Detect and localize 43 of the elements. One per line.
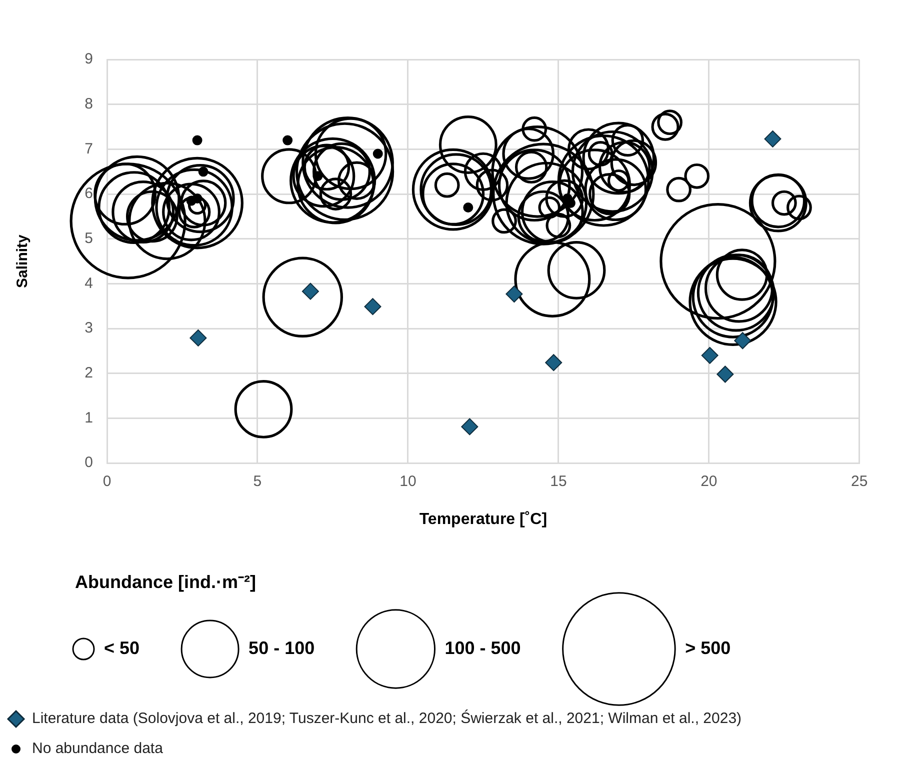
x-tick-label: 10 [400, 473, 416, 490]
point [764, 130, 782, 148]
point [734, 332, 752, 350]
x-tick-label: 5 [253, 473, 262, 490]
point [192, 194, 202, 204]
point [716, 366, 734, 383]
legend-label: > 500 [685, 638, 731, 658]
point [701, 346, 718, 364]
x-axis-title: Temperature [˚C] [419, 510, 548, 528]
y-tick-label: 7 [84, 140, 93, 158]
x-tick-label: 0 [102, 473, 112, 490]
y-tick-label: 1 [84, 409, 93, 426]
legend-label: 50 - 100 [248, 638, 315, 658]
y-tick-label: 0 [84, 454, 93, 472]
point [461, 418, 478, 436]
x-tick-label: 15 [550, 473, 567, 490]
y-tick-label: 2 [84, 364, 93, 382]
point [506, 286, 523, 303]
x-tick-label: 25 [851, 473, 868, 490]
point [364, 298, 382, 316]
x-tick-label: 20 [700, 473, 718, 490]
legend-label: 100 - 500 [444, 638, 521, 658]
legend-label: No abundance data [32, 740, 164, 758]
y-tick-label: 9 [84, 50, 93, 68]
point [192, 135, 202, 146]
legend-label: Literature data (Solovjova et al., 2019; Tuszer-Kunc et al., 2020; Świerzak et al., 2021; Wilman et al., 2023) [32, 709, 742, 728]
point [198, 166, 208, 177]
point [302, 282, 319, 300]
y-tick-label: 4 [84, 274, 93, 292]
point [545, 354, 562, 372]
point [463, 202, 474, 213]
legend-title: Abundance [ind.·m⁻²] [75, 572, 256, 592]
point [565, 198, 576, 208]
y-tick-label: 5 [84, 230, 93, 248]
y-tick-label: 6 [84, 185, 93, 202]
legend-label: < 50 [104, 638, 140, 658]
point [282, 135, 293, 146]
y-axis-title: Salinity [14, 234, 32, 288]
y-tick-label: 8 [84, 96, 93, 113]
point [372, 148, 383, 159]
point [190, 329, 207, 346]
y-tick-label: 3 [84, 320, 93, 337]
point [312, 171, 323, 182]
